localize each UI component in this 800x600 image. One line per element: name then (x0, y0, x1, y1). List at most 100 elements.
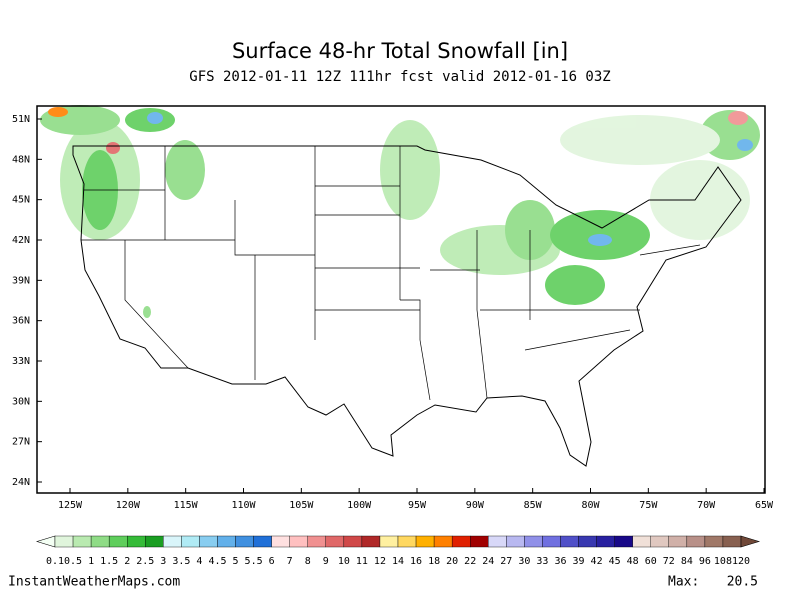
longitude-label: 100W (347, 500, 372, 511)
colorbar-swatch (361, 535, 381, 548)
colorbar-label: 96 (699, 556, 711, 567)
colorbar-swatch (542, 535, 561, 548)
colorbar-label: 2.5 (136, 556, 154, 567)
longitude-label: 65W (755, 500, 774, 511)
max-label: Max: (668, 575, 699, 590)
longitude-label: 80W (581, 500, 600, 511)
latitude-label: 42N (12, 235, 30, 246)
colorbar: 0.1 0.5 1 1.5 2 2.5 3 3.5 4 4.5 5 5.5 6 7 8 9 10 11 12 14 16… (35, 535, 761, 567)
colorbar-swatch (343, 535, 363, 548)
colorbar-label: 108 (714, 556, 732, 567)
colorbar-swatch (397, 535, 417, 548)
colorbar-swatch (451, 535, 471, 548)
colorbar-swatch (163, 535, 182, 548)
colorbar-label: 33 (536, 556, 548, 567)
longitude-label: 115W (174, 500, 199, 511)
colorbar-swatch (127, 535, 146, 548)
colorbar-swatch (54, 535, 74, 548)
longitude-label: 120W (116, 500, 141, 511)
colorbar-label: 60 (645, 556, 657, 567)
longitude-label: 70W (697, 500, 716, 511)
colorbar-label: 72 (663, 556, 675, 567)
latitude-label: 24N (12, 477, 30, 488)
colorbar-label: 0.1 (46, 556, 64, 567)
colorbar-swatch (217, 535, 236, 548)
colorbar-label: 4 (196, 556, 202, 567)
colorbar-label: 22 (464, 556, 476, 567)
colorbar-label: 5.5 (245, 556, 263, 567)
colorbar-swatch (199, 535, 218, 548)
longitude-label: 105W (289, 500, 314, 511)
colorbar-label: 5 (233, 556, 239, 567)
colorbar-swatch (108, 535, 128, 548)
latitude-label: 39N (12, 275, 30, 286)
colorbar-label: 84 (681, 556, 693, 567)
colorbar-label: 4.5 (208, 556, 226, 567)
colorbar-label: 8 (305, 556, 311, 567)
colorbar-label: 39 (573, 556, 585, 567)
colorbar-swatch (488, 535, 507, 548)
colorbar-label: 48 (627, 556, 639, 567)
longitude-label: 110W (231, 500, 256, 511)
colorbar-label: 7 (287, 556, 293, 567)
colorbar-label: 27 (500, 556, 512, 567)
colorbar-low-arrow (35, 535, 56, 548)
colorbar-label: 11 (356, 556, 368, 567)
latitude-label: 45N (12, 195, 30, 206)
latitude-label: 27N (12, 437, 30, 448)
colorbar-swatch (289, 535, 308, 548)
colorbar-label: 6 (269, 556, 275, 567)
colorbar-label: 120 (732, 556, 750, 567)
latitude-label: 30N (12, 396, 30, 407)
colorbar-label: 10 (338, 556, 350, 567)
colorbar-swatch (181, 535, 200, 548)
colorbar-label: 30 (518, 556, 530, 567)
max-value: 20.5 (727, 575, 758, 590)
colorbar-swatch (433, 535, 453, 548)
colorbar-label: 36 (554, 556, 566, 567)
colorbar-swatch (506, 535, 525, 548)
colorbar-label: 1 (88, 556, 94, 567)
colorbar-swatch (686, 535, 706, 548)
colorbar-label: 45 (609, 556, 621, 567)
latitude-label: 36N (12, 316, 30, 327)
colorbar-label: 42 (591, 556, 603, 567)
colorbar-swatch (379, 535, 399, 548)
colorbar-swatch (596, 535, 615, 548)
colorbar-swatch (704, 535, 724, 548)
colorbar-swatch (470, 535, 489, 548)
colorbar-swatch (253, 535, 272, 548)
colorbar-swatch (632, 535, 651, 548)
colorbar-label: 20 (446, 556, 458, 567)
colorbar-swatch (614, 535, 633, 548)
colorbar-label: 16 (410, 556, 422, 567)
colorbar-swatch (72, 535, 92, 548)
colorbar-label: 0.5 (64, 556, 82, 567)
longitude-label: 85W (524, 500, 543, 511)
colorbar-swatch (90, 535, 110, 548)
subtitle: GFS 2012-01-11 12Z 111hr fcst valid 2012… (189, 69, 610, 85)
map-frame (36, 105, 766, 494)
colorbar-label: 3.5 (172, 556, 190, 567)
latitude-label: 48N (12, 154, 30, 165)
state-lines (81, 146, 701, 401)
colorbar-label: 1.5 (100, 556, 118, 567)
colorbar-label: 12 (374, 556, 386, 567)
snowfall-shading (40, 105, 760, 318)
colorbar-swatch (650, 535, 669, 548)
colorbar-swatch (668, 535, 688, 548)
colorbar-swatch (325, 535, 345, 548)
longitude-label: 90W (466, 500, 485, 511)
colorbar-swatch (145, 535, 164, 548)
latitude-label: 33N (12, 356, 30, 367)
us-outline (72, 145, 742, 467)
colorbar-label: 3 (160, 556, 166, 567)
colorbar-high-arrow (740, 535, 761, 548)
colorbar-swatch (524, 535, 543, 548)
longitude-label: 75W (639, 500, 658, 511)
colorbar-label: 18 (428, 556, 440, 567)
latitude-label: 51N (12, 114, 30, 125)
colorbar-label: 24 (482, 556, 494, 567)
colorbar-swatch (271, 535, 290, 548)
